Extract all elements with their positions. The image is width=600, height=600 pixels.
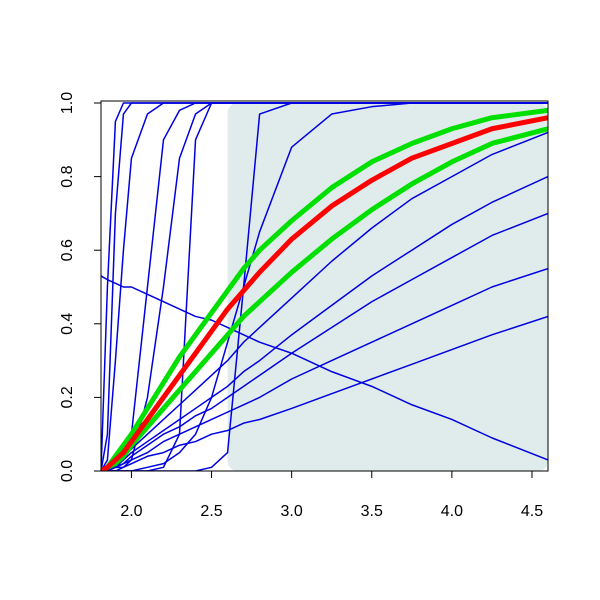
y-tick-label: 0.4 (59, 313, 76, 335)
curve (101, 315, 548, 471)
curve (101, 115, 548, 471)
y-tick-label: 1.0 (59, 92, 76, 114)
curve (101, 107, 548, 471)
x-tick-label: 3.0 (281, 503, 303, 520)
line-layer (101, 102, 548, 471)
x-tick-label: 4.0 (441, 503, 463, 520)
shaded-region (227, 103, 548, 471)
x-tick-label: 2.5 (200, 503, 222, 520)
x-tick-label: 2.0 (120, 503, 142, 520)
axis-layer: 2.0 2.5 3.0 3.5 4.0 4.5 0.0 0.2 0.4 0.6 0.8 1.0 (59, 92, 543, 520)
y-tick-label: 0.0 (59, 460, 76, 482)
curve (101, 175, 548, 471)
shade-layer (227, 103, 548, 471)
curve (101, 267, 548, 471)
curve (101, 102, 548, 471)
y-tick-label: 0.8 (59, 165, 76, 187)
x-tick-label: 3.5 (361, 503, 383, 520)
y-tick-label: 0.6 (59, 239, 76, 261)
y-tick-label: 0.2 (59, 386, 76, 408)
x-tick-label: 4.5 (521, 503, 543, 520)
